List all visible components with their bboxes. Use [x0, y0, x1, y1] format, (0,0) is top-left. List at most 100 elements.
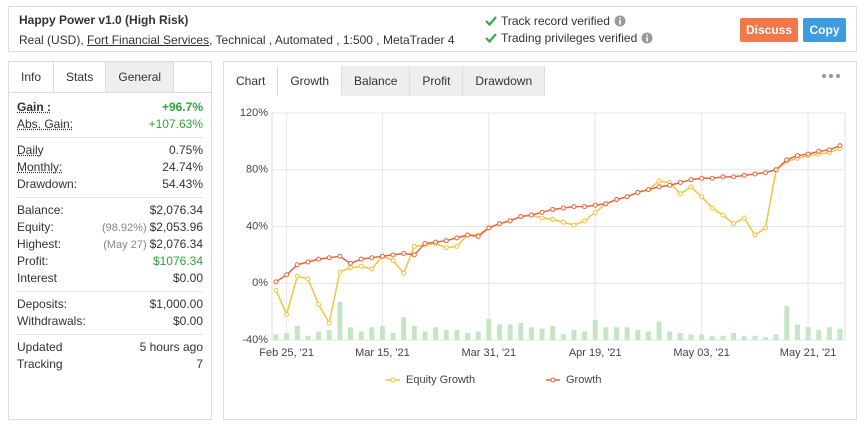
stat-label: Daily [17, 143, 44, 157]
stats-row: Tracking 7 [17, 356, 203, 373]
broker-link[interactable]: Fort Financial Services [87, 33, 210, 47]
stat-note: (May 27) [103, 239, 147, 251]
point [741, 215, 747, 221]
point [284, 311, 290, 317]
x-tick-label: Mar 31, '21 [461, 347, 516, 359]
stats-group: Gain : +96.7% Abs. Gain: +107.63% [17, 95, 203, 138]
point [763, 170, 769, 176]
system-title: Happy Power v1.0 (High Risk) [19, 13, 189, 27]
point [720, 212, 726, 218]
x-tick-label: May 21, '21 [780, 347, 837, 359]
point [805, 151, 811, 157]
point [635, 189, 641, 195]
point [816, 148, 822, 154]
account-type: Real (USD), [19, 33, 84, 47]
stat-label: Tracking [17, 357, 63, 371]
info-icon[interactable] [641, 32, 653, 44]
x-tick-label: Mar 15, '21 [355, 347, 410, 359]
legend-marker [390, 377, 396, 383]
bar [316, 331, 322, 340]
x-tick-label: Feb 25, '21 [259, 347, 314, 359]
stat-value: +107.63% [148, 117, 203, 131]
tab[interactable]: Profit [410, 66, 464, 96]
stats-row: Drawdown: 54.43% [17, 176, 203, 193]
stat-label: Drawdown: [17, 177, 78, 191]
stat-value-wrap: 54.43% [162, 176, 203, 193]
bar [358, 331, 364, 340]
stat-value-wrap: 7 [196, 356, 203, 373]
stats-row: Daily 0.75% [17, 142, 203, 159]
bar [475, 331, 481, 340]
y-tick-label: 40% [246, 220, 268, 232]
stat-label: Gain : [17, 100, 52, 114]
tab[interactable]: Info [9, 62, 55, 92]
point [677, 191, 683, 197]
stat-value: $2,076.34 [149, 237, 203, 251]
tab[interactable]: Chart [224, 66, 279, 96]
point [571, 204, 577, 210]
stat-value-wrap: $1,000.00 [150, 296, 203, 313]
point [337, 253, 343, 259]
point [390, 258, 396, 264]
point [443, 238, 449, 244]
point [560, 205, 566, 211]
details: , Technical , Automated , 1:500 , MetaTr… [209, 33, 455, 47]
point [826, 147, 832, 153]
stats-row: Profit: $1076.34 [17, 253, 203, 270]
point [539, 215, 545, 221]
stat-label: Balance: [17, 203, 64, 217]
point [794, 153, 800, 159]
point [411, 252, 417, 258]
info-icon[interactable] [614, 15, 626, 27]
point [550, 206, 556, 212]
point [454, 235, 460, 241]
copy-button[interactable]: Copy [803, 18, 846, 42]
tab[interactable]: General [106, 62, 175, 92]
bar [667, 331, 673, 340]
point [486, 225, 492, 231]
point [337, 269, 343, 275]
point [273, 279, 279, 285]
stats-tabs: Info Stats General [9, 62, 211, 93]
point [347, 265, 353, 271]
verification: Trading privileges verified [485, 31, 653, 45]
point [496, 221, 502, 227]
more-icon[interactable] [820, 72, 844, 80]
stat-value-wrap: (98.92%) $2,053.96 [102, 219, 203, 236]
bar [603, 327, 609, 340]
point [273, 287, 279, 293]
tab[interactable]: Drawdown [463, 66, 546, 96]
tab[interactable]: Balance [342, 66, 411, 96]
point [358, 256, 364, 262]
stat-value: 7 [196, 357, 203, 371]
tab[interactable]: Growth [278, 66, 343, 96]
stat-value: 5 hours ago [139, 340, 203, 354]
stat-value-wrap: $2,076.34 [150, 202, 203, 219]
point [379, 253, 385, 259]
discuss-button[interactable]: Discuss [740, 18, 798, 42]
point [784, 157, 790, 163]
point [752, 232, 758, 238]
y-tick-label: 80% [246, 164, 268, 176]
point [592, 202, 598, 208]
stats-row: Abs. Gain: +107.63% [17, 116, 203, 133]
bar [699, 334, 705, 340]
tab[interactable]: Stats [54, 62, 107, 92]
bar [273, 334, 279, 340]
point [699, 175, 705, 181]
y-tick-label: 0% [252, 277, 268, 289]
legend-label: Equity Growth [406, 374, 475, 386]
stat-value-wrap: $1076.34 [153, 253, 203, 270]
stats-group: Deposits: $1,000.00 Withdrawals: $0.00 [17, 292, 203, 335]
point [699, 194, 705, 200]
bar [709, 335, 715, 340]
point [369, 266, 375, 272]
point [592, 209, 598, 215]
bar [379, 325, 385, 340]
stat-value: 24.74% [162, 160, 203, 174]
stat-label: Interest [17, 271, 58, 285]
point [454, 243, 460, 249]
point [688, 184, 694, 190]
bar [773, 334, 779, 340]
